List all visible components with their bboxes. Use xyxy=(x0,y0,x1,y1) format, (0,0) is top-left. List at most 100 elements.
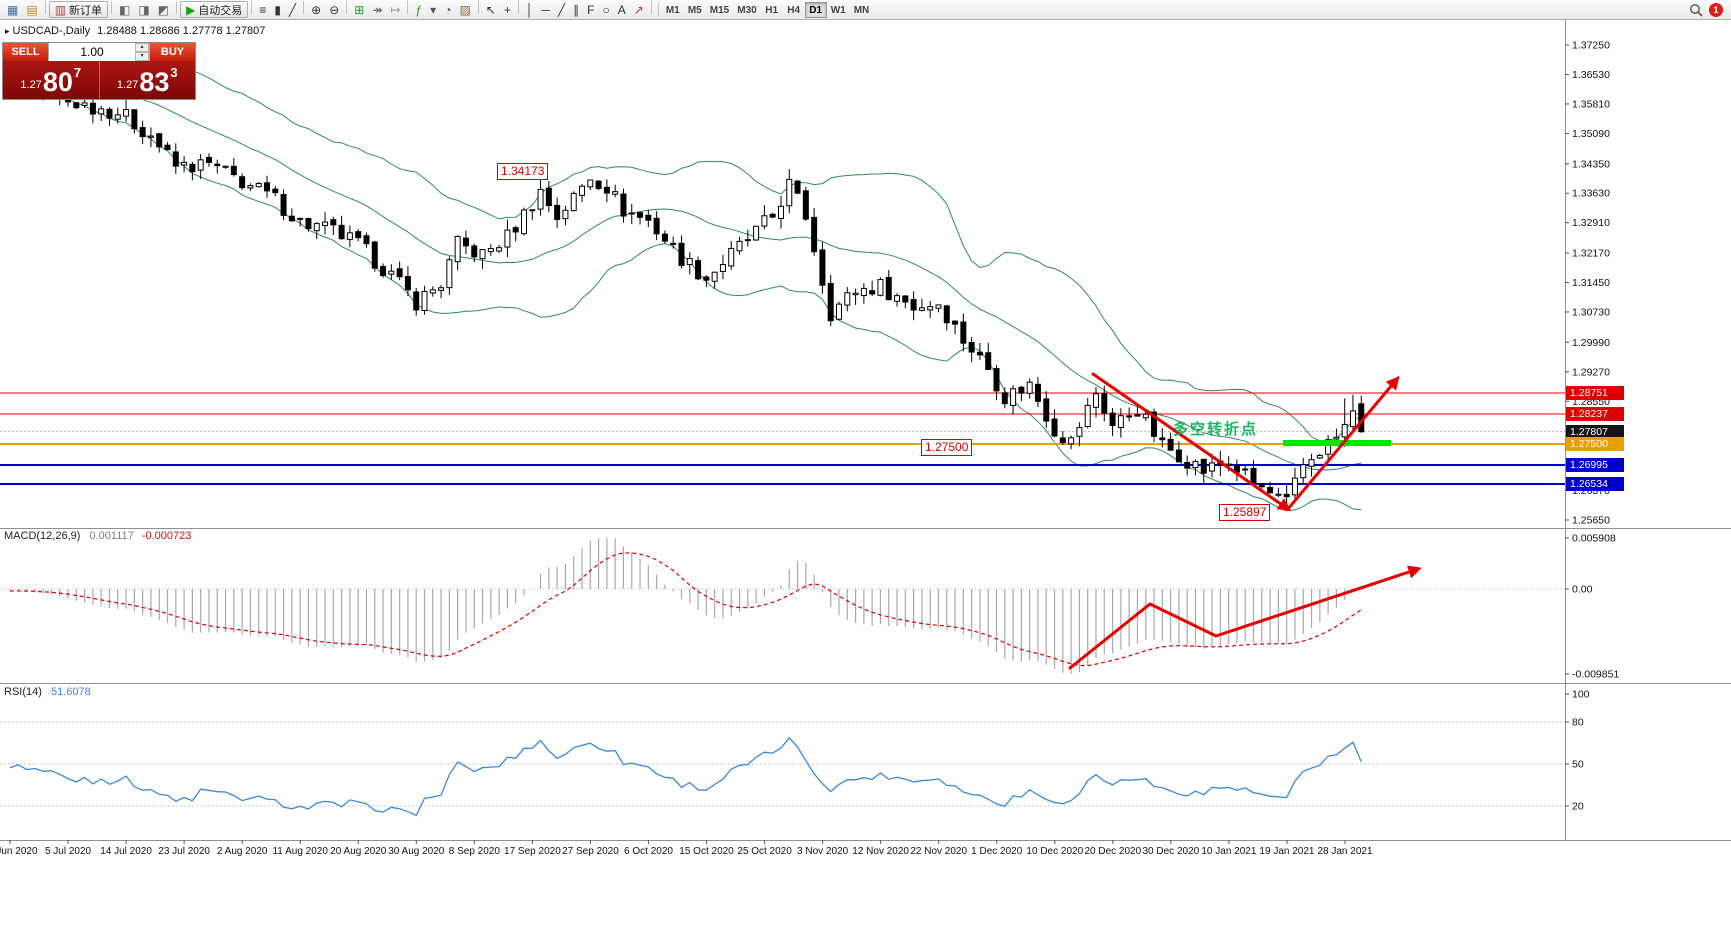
autotrading-icon: ▶ xyxy=(186,2,196,17)
new-order-label: 新订单 xyxy=(69,4,103,17)
shapes-button[interactable]: ○ xyxy=(598,1,613,18)
timeframe-h1-button[interactable]: H1 xyxy=(765,4,779,16)
search-icon[interactable] xyxy=(1689,3,1703,17)
sell-price-prefix: 1.27 xyxy=(20,79,42,91)
svg-text:30 Aug 2020: 30 Aug 2020 xyxy=(388,846,445,857)
text-label-button[interactable]: A xyxy=(614,1,630,18)
tile-windows-icon: ⊞ xyxy=(354,2,365,17)
vertical-line-icon: │ xyxy=(525,2,534,17)
templates-button[interactable]: ▨ xyxy=(455,1,474,18)
bar-chart-mode-button[interactable]: ≡ xyxy=(255,1,270,18)
sell-price[interactable]: 1.27 80 7 xyxy=(3,61,99,99)
time-axis[interactable]: 25 Jun 2020 5 Jul 2020 14 Jul 2020 23 Jul 2… xyxy=(0,840,1373,857)
shapes-icon: ○ xyxy=(602,2,610,17)
macd-axis[interactable]: 0.005908 0.00 -0.009851 xyxy=(1565,533,1619,681)
svg-text:1 Dec 2020: 1 Dec 2020 xyxy=(971,846,1023,857)
indicators-button[interactable]: ƒ xyxy=(411,1,426,18)
buy-price[interactable]: 1.27 83 3 xyxy=(100,61,196,99)
chart-shift-button[interactable]: ↦ xyxy=(386,1,404,18)
timeframe-m5-button[interactable]: M5 xyxy=(687,4,702,16)
candlestick-mode-button[interactable]: ▮ xyxy=(270,1,285,18)
chart-windows-button[interactable]: ◧ xyxy=(115,1,134,18)
macd-main-value: 0.001117 xyxy=(89,530,134,542)
trendline-button[interactable]: ╱ xyxy=(554,1,569,18)
collapse-triangle-icon[interactable]: ▸ xyxy=(5,26,10,36)
svg-text:1.33630: 1.33630 xyxy=(1572,188,1610,200)
lot-increase-button[interactable]: ▴ xyxy=(135,43,149,52)
price-axis[interactable]: 1.37250 1.36530 1.35810 1.35090 1.34350 1.336… xyxy=(1565,40,1610,527)
toolbar-right-group: 1 xyxy=(1689,2,1728,17)
data-window-icon: ◨ xyxy=(138,2,150,17)
toolbar-separator xyxy=(517,0,519,14)
profiles-button[interactable]: ▤ xyxy=(22,1,41,18)
svg-text:5 Jul 2020: 5 Jul 2020 xyxy=(45,846,92,857)
zoom-out-icon: ⊖ xyxy=(329,2,340,17)
line-chart-mode-icon: ╱ xyxy=(288,2,297,17)
cursor-button[interactable]: ↖ xyxy=(482,1,500,18)
lot-size-input[interactable] xyxy=(49,43,135,61)
horizontal-line-button[interactable]: ─ xyxy=(537,1,554,18)
lot-decrease-button[interactable]: ▾ xyxy=(135,52,149,61)
macd-signal-value: -0.000723 xyxy=(141,530,192,542)
toolbar-separator xyxy=(176,0,178,14)
market-watch-button[interactable]: ◩ xyxy=(154,1,173,18)
zoom-out-button[interactable]: ⊖ xyxy=(325,1,343,18)
data-window-button[interactable]: ◨ xyxy=(134,1,153,18)
toolbar-separator xyxy=(650,0,652,14)
trend-arrow-object[interactable] xyxy=(1091,372,1292,512)
svg-text:20 Dec 2020: 20 Dec 2020 xyxy=(1084,846,1141,857)
rsi-line xyxy=(9,736,1362,817)
timeframe-h4-button[interactable]: H4 xyxy=(787,4,801,16)
crosshair-button[interactable]: + xyxy=(500,1,515,18)
svg-text:1.29990: 1.29990 xyxy=(1572,337,1610,349)
svg-text:23 Jul 2020: 23 Jul 2020 xyxy=(158,846,210,857)
timeframe-m30-button[interactable]: M30 xyxy=(737,4,757,16)
bar-chart-mode-icon: ≡ xyxy=(259,2,267,17)
vertical-line-button[interactable]: │ xyxy=(522,1,538,18)
rsi-value: 51.6078 xyxy=(50,686,91,698)
timeframe-w1-button[interactable]: W1 xyxy=(830,4,846,16)
equidistant-channel-button[interactable]: ∥ xyxy=(569,1,583,18)
line-chart-mode-button[interactable]: ╱ xyxy=(285,1,300,18)
periods-dropdown-icon: ◔ xyxy=(444,2,452,17)
svg-text:1.25650: 1.25650 xyxy=(1572,515,1610,527)
rsi-label: RSI(14) xyxy=(4,686,42,698)
timeframe-m15-button[interactable]: M15 xyxy=(709,4,730,16)
indicators-dropdown-icon: ▾ xyxy=(430,2,437,17)
notification-badge[interactable]: 1 xyxy=(1709,2,1723,17)
sell-price-big: 80 xyxy=(42,67,73,97)
svg-text:3 Nov 2020: 3 Nov 2020 xyxy=(797,846,849,857)
buy-button[interactable]: BUY xyxy=(150,43,195,61)
svg-text:50: 50 xyxy=(1572,759,1584,771)
autotrading-button[interactable]: ▶ 自动交易 xyxy=(180,1,249,19)
svg-text:1.35810: 1.35810 xyxy=(1572,98,1610,110)
arrows-tool-button[interactable]: ↗ xyxy=(630,1,648,18)
tile-windows-button[interactable]: ⊞ xyxy=(350,1,368,18)
trend-arrow-object[interactable] xyxy=(1068,565,1422,670)
buy-price-big: 83 xyxy=(139,67,170,97)
fibonacci-button[interactable]: F xyxy=(583,1,598,18)
timeframe-mn-button[interactable]: MN xyxy=(853,4,870,16)
zoom-in-button[interactable]: ⊕ xyxy=(307,1,325,18)
new-order-button[interactable]: ▥ 新订单 xyxy=(48,1,109,19)
timeframe-m1-button[interactable]: M1 xyxy=(665,4,680,16)
svg-text:1.35090: 1.35090 xyxy=(1572,128,1610,140)
periods-dropdown-button[interactable]: ◔ xyxy=(440,1,455,18)
rsi-axis[interactable]: 100 80 50 20 xyxy=(1565,689,1590,813)
timeframe-d1-button[interactable]: D1 xyxy=(804,1,827,18)
ohlc-values: 1.28488 1.28686 1.27778 1.27807 xyxy=(97,25,266,37)
new-chart-button[interactable]: ▦ xyxy=(3,1,22,18)
indicators-icon: ƒ xyxy=(415,2,423,17)
svg-text:1.32910: 1.32910 xyxy=(1572,217,1610,229)
new-order-icon: ▥ xyxy=(54,2,67,17)
market-watch-icon: ◩ xyxy=(157,2,170,17)
sell-button[interactable]: SELL xyxy=(3,43,48,61)
toolbar-separator xyxy=(477,0,479,14)
trend-arrow-object[interactable] xyxy=(1286,375,1400,511)
toolbar-separator xyxy=(111,0,113,14)
svg-text:1.31450: 1.31450 xyxy=(1572,277,1610,289)
indicators-dropdown-button[interactable]: ▾ xyxy=(426,1,440,18)
auto-scroll-button[interactable]: ↠ xyxy=(368,1,386,18)
